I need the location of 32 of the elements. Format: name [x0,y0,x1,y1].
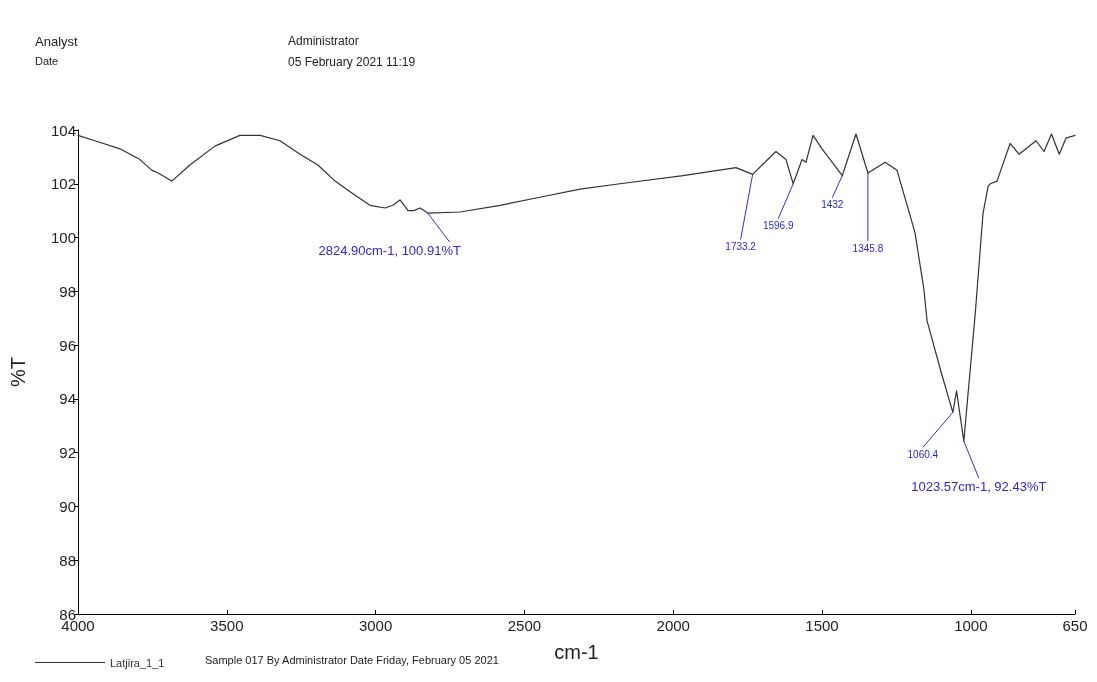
x-tick-label: 1000 [954,617,988,634]
text: Date [35,54,59,67]
text: 05 February 2021 11:19 [288,55,416,69]
x-tick-label: 2500 [507,617,542,634]
y-axis-title: %T [7,357,29,387]
annotation: 1733.2 [725,240,757,252]
x-tick-label: 650 [1062,617,1088,634]
y-tick-label: 92 [59,444,76,462]
annotation: 1060.4 [907,448,939,460]
y-tick-label: 104 [50,121,76,139]
y-tick-label: 90 [59,497,76,515]
line-series [77,133,1076,442]
x-tick-label: 3500 [210,617,244,634]
y-tick-label: 98 [59,282,76,300]
x-tick-label: 2000 [656,617,690,634]
y-tick-label: 100 [50,229,76,247]
x-axis-title: cm-1 [554,641,599,663]
annotation: 2824.90cm-1, 100.91%T [318,243,461,259]
y-tick-label: 96 [59,336,76,354]
annotation: 1432 [821,199,844,211]
text: Sample 017 By Administrator Date Friday, February 05 2021 [205,653,499,666]
y-tick-label: 94 [59,390,76,408]
text: Latjira_1_1 [110,656,165,669]
x-tick-label: 1500 [805,617,839,634]
y-tick-label: 88 [59,551,76,569]
x-tick-label: 3000 [358,617,393,634]
annotation: 1345.8 [852,242,884,254]
annotation: 1023.57cm-1, 92.43%T [911,479,1047,495]
text: Analyst [35,34,79,49]
y-tick-label: 102 [50,175,76,193]
text: Administrator [288,34,359,48]
annotation: 1596.9 [762,220,794,232]
